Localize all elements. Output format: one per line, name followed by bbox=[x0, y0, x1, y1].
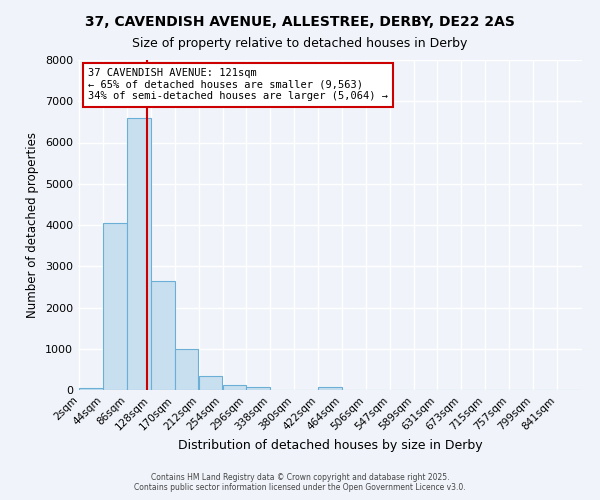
X-axis label: Distribution of detached houses by size in Derby: Distribution of detached houses by size … bbox=[178, 438, 482, 452]
Bar bbox=[175, 349, 199, 390]
Bar bbox=[223, 384, 246, 390]
Text: 37, CAVENDISH AVENUE, ALLESTREE, DERBY, DE22 2AS: 37, CAVENDISH AVENUE, ALLESTREE, DERBY, … bbox=[85, 15, 515, 29]
Bar bbox=[127, 118, 151, 390]
Bar bbox=[247, 386, 270, 390]
Bar bbox=[103, 223, 127, 390]
Bar bbox=[79, 388, 103, 390]
Text: Contains HM Land Registry data © Crown copyright and database right 2025.
Contai: Contains HM Land Registry data © Crown c… bbox=[134, 473, 466, 492]
Bar bbox=[199, 376, 222, 390]
Text: Size of property relative to detached houses in Derby: Size of property relative to detached ho… bbox=[133, 38, 467, 51]
Text: 37 CAVENDISH AVENUE: 121sqm
← 65% of detached houses are smaller (9,563)
34% of : 37 CAVENDISH AVENUE: 121sqm ← 65% of det… bbox=[88, 68, 388, 102]
Bar bbox=[151, 280, 175, 390]
Bar bbox=[318, 387, 342, 390]
Y-axis label: Number of detached properties: Number of detached properties bbox=[26, 132, 40, 318]
